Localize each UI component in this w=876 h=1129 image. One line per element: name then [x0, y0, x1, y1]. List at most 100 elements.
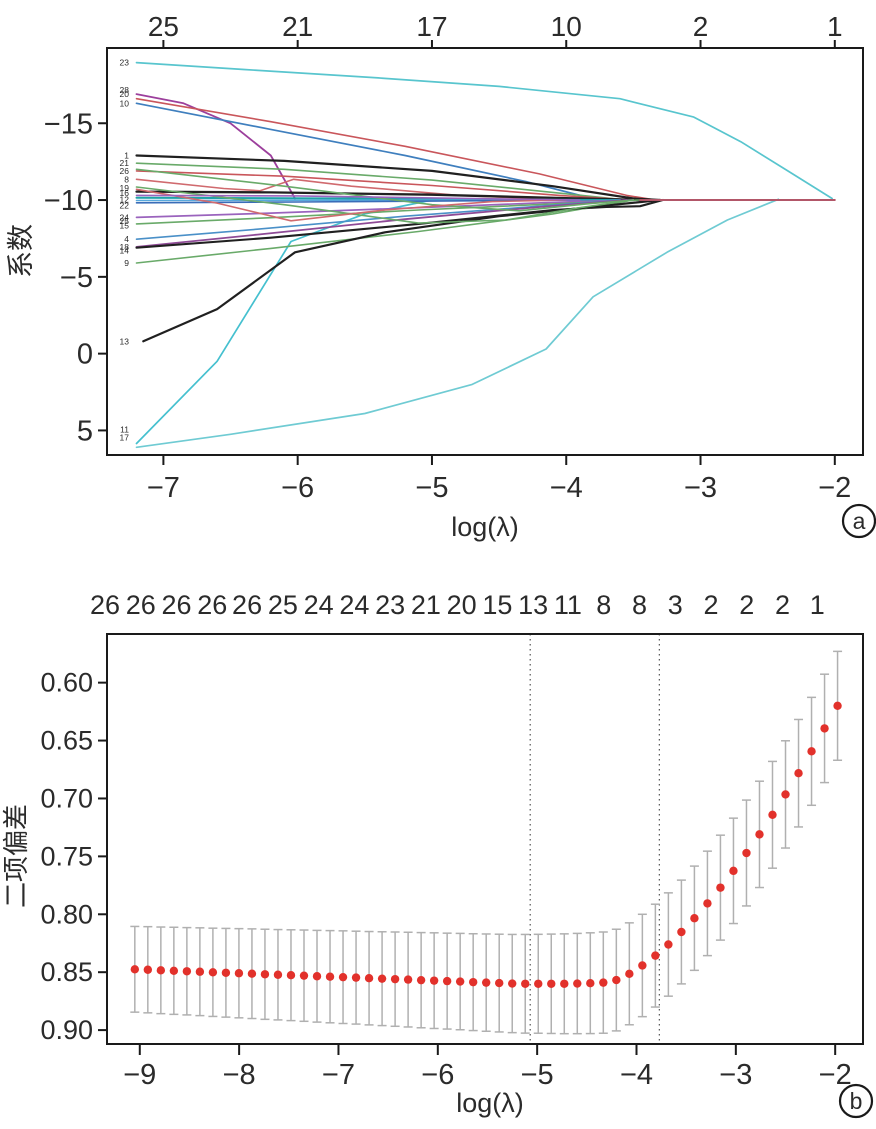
coef-var-label: 22	[120, 200, 130, 210]
coef-path-red-26	[135, 170, 635, 201]
coef-path-green-dip-b	[135, 168, 635, 212]
panel-a-top-tick-label: 21	[282, 11, 313, 42]
cv-deviance-dot	[481, 978, 491, 987]
panel-a-top-tick-label: 10	[551, 11, 582, 42]
coef-path-red-dip	[135, 188, 568, 222]
panel-a-x-tick-label: −6	[281, 472, 314, 504]
coef-path-lower-envelope-17	[135, 198, 780, 449]
panel-a-top-tick-label: 2	[693, 11, 709, 42]
panel-a-top-tick-label: 17	[416, 11, 447, 42]
panel-b-top-count-label: 11	[554, 590, 582, 620]
panel-b-y-tick-label: 0.75	[40, 841, 93, 871]
coef-var-label: 24	[120, 213, 130, 223]
panel-b-top-count-label: 26	[126, 590, 156, 620]
cv-deviance-dot	[807, 747, 816, 756]
cv-deviance-dot	[273, 970, 283, 979]
panel-b-y-tick-label: 0.85	[40, 957, 93, 987]
panel-a-y-tick-label: 5	[77, 415, 93, 447]
cv-deviance-dot	[286, 971, 296, 980]
panel-b-y-axis-title: 二项偏差	[1, 804, 31, 908]
coef-var-label: 11	[120, 425, 129, 435]
coef-path-purple-18	[135, 199, 628, 248]
cv-deviance-dot	[651, 951, 660, 960]
coef-path-purple-steep-28	[135, 93, 296, 200]
panel-b-badge-circle	[838, 1083, 874, 1119]
panel-a-coefficient-paths: 25 21 17 10 2 1−7 −6 −5 −4 −3 −2−15−10−50523282010…	[44, 11, 864, 504]
cv-deviance-dot	[729, 866, 738, 876]
cv-deviance-dot	[416, 975, 426, 985]
cv-deviance-dot	[195, 967, 205, 976]
coef-var-label: 14	[120, 246, 130, 256]
panel-a-y-tick-label: 0	[77, 339, 93, 371]
coef-var-label: 15	[120, 220, 130, 230]
coef-var-label: 25	[120, 216, 130, 226]
panel-b-top-count-label: 23	[375, 590, 405, 620]
panel-b-top-count-label: 8	[632, 590, 647, 620]
panel-a-y-tick-label: −15	[44, 108, 93, 140]
cv-deviance-dot	[755, 830, 764, 839]
cv-deviance-dot	[208, 968, 218, 977]
cv-deviance-dot	[234, 969, 244, 978]
cv-deviance-dot	[508, 979, 517, 988]
panel-b-top-count-label: 26	[197, 590, 227, 620]
cv-deviance-dot	[495, 978, 504, 988]
cv-deviance-dot	[390, 974, 400, 984]
cv-deviance-dot	[455, 977, 465, 986]
cv-deviance-dot	[664, 940, 673, 949]
cv-deviance-dot	[794, 769, 803, 778]
panel-b-y-tick-label: 0.90	[40, 1015, 93, 1045]
cv-deviance-dot	[299, 971, 309, 980]
panel-b-top-count-label: 2	[775, 590, 790, 620]
panel-a-frame	[106, 47, 864, 456]
panel-a-badge-letter: a	[853, 508, 866, 534]
panel-b-x-tick-label: −9	[123, 1059, 156, 1091]
cv-deviance-dot	[547, 979, 556, 988]
coef-path-green-21	[135, 162, 628, 201]
cv-deviance-dot	[403, 975, 413, 984]
cv-deviance-dot	[521, 979, 530, 988]
panel-b-x-tick-label: −7	[322, 1059, 355, 1091]
panel-b-top-count-label: 15	[482, 590, 512, 620]
panel-b-x-axis-title: log(λ)	[456, 1088, 524, 1118]
panel-b-top-count-label: 20	[447, 590, 477, 620]
panel-a-top-tick-label: 1	[827, 11, 843, 42]
panel-b-x-tick-label: −3	[719, 1059, 752, 1091]
cv-deviance-dot	[351, 973, 361, 982]
panel-a-x-tick-label: −3	[684, 472, 717, 504]
coef-var-label: 10	[120, 98, 130, 108]
cv-deviance-dot	[833, 701, 842, 711]
panel-b-x-tick-label: −5	[521, 1059, 554, 1091]
panel-b-top-count-label: 24	[339, 590, 369, 620]
coef-var-label: 23	[120, 58, 130, 68]
panel-b-top-count-label: 1	[810, 590, 825, 620]
coef-var-label: 13	[120, 336, 130, 346]
cv-deviance-dot	[638, 961, 647, 970]
cv-deviance-dot	[820, 724, 829, 733]
cv-deviance-dot	[768, 810, 777, 819]
cv-deviance-dot	[560, 979, 569, 988]
panel-b-y-tick-label: 0.80	[40, 899, 93, 929]
panel-b-top-count-label: 21	[411, 590, 441, 620]
panel-b-badge: b	[838, 1083, 874, 1119]
panel-a-x-tick-label: −2	[818, 472, 851, 504]
panel-b-top-count-label: 3	[668, 590, 683, 620]
panel-b-x-tick-label: −2	[819, 1059, 852, 1091]
coef-var-label: 21	[120, 158, 130, 168]
panel-a-x-tick-label: −5	[415, 472, 448, 504]
cv-deviance-dot	[716, 883, 725, 892]
cv-deviance-dot	[338, 972, 348, 982]
panel-b-x-tick-label: −4	[620, 1059, 653, 1091]
cv-deviance-dot	[221, 968, 231, 977]
coef-var-label: 26	[120, 166, 130, 176]
coef-var-label: 16	[120, 188, 130, 198]
panel-b-x-tick-label: −8	[223, 1059, 256, 1091]
panel-b-top-count-label: 8	[596, 590, 611, 620]
panel-b-top-count-label: 25	[268, 590, 298, 620]
cv-deviance-dot	[156, 966, 166, 975]
cv-deviance-dot	[781, 790, 790, 799]
panel-a-badge-circle	[841, 503, 876, 539]
coef-var-label: 12	[120, 194, 130, 204]
cv-deviance-dot	[625, 969, 634, 979]
panel-a-badge: a	[841, 503, 876, 539]
